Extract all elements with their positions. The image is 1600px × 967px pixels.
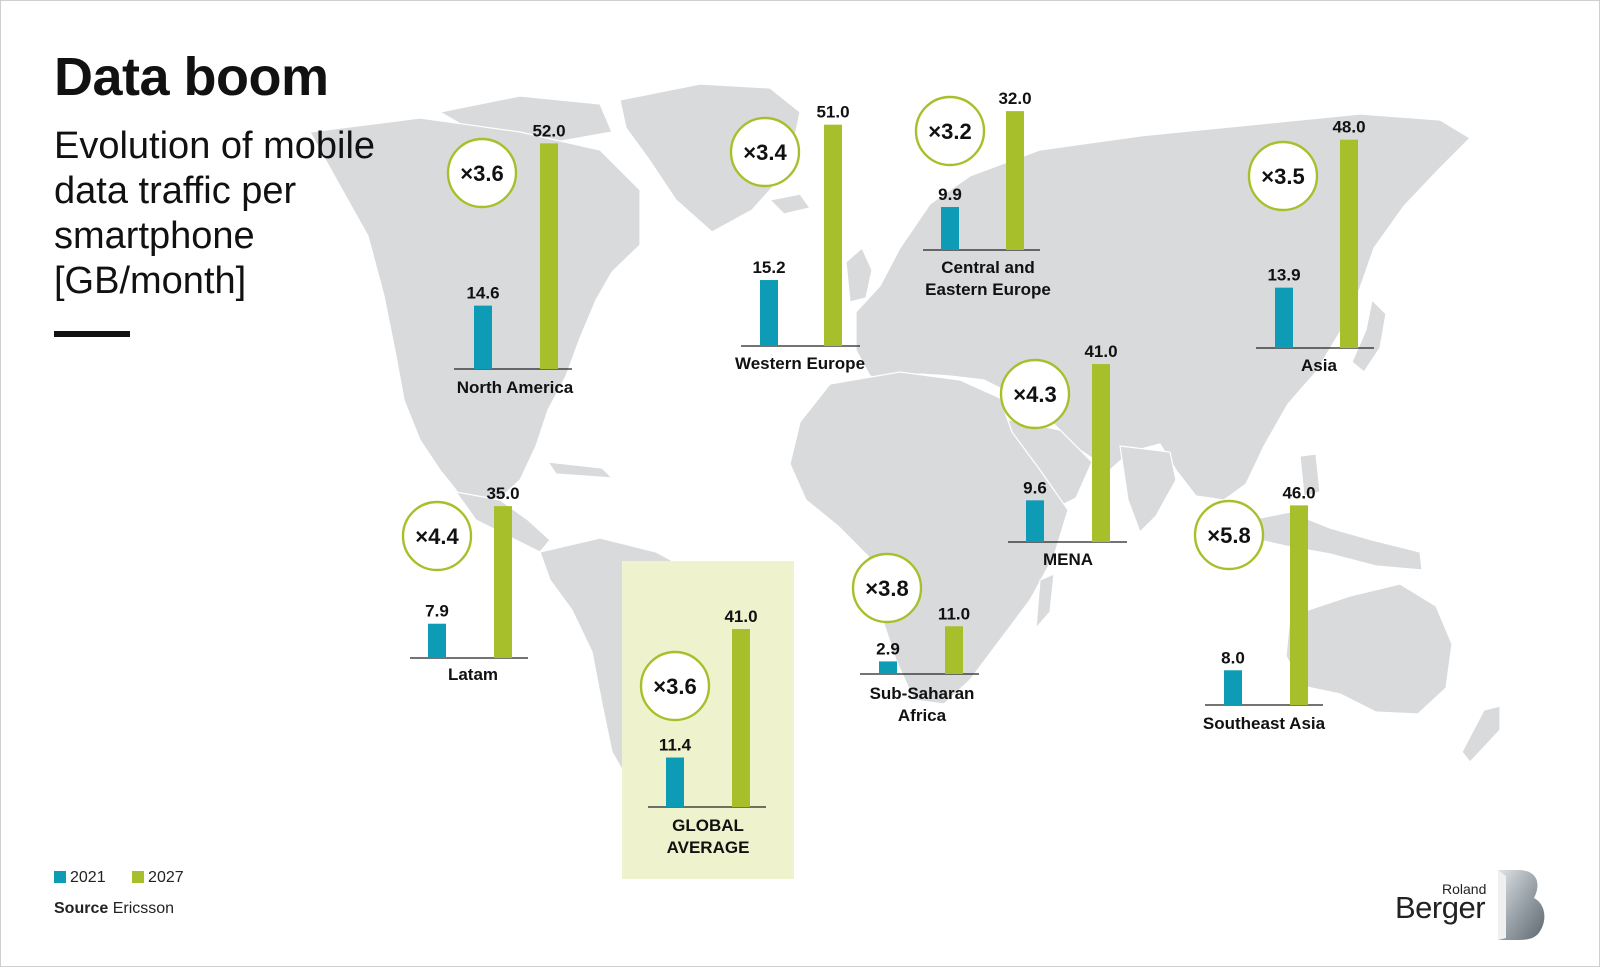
bar-2027-north-america <box>540 143 558 369</box>
bar-2021-mena <box>1026 500 1044 542</box>
value-label-2021-central-and-eastern-europe: 9.9 <box>938 185 962 204</box>
value-label-2021-global-average: 11.4 <box>659 736 692 755</box>
value-label-2027-global-average: 41.0 <box>724 607 757 626</box>
legend-item-2021: 2021 <box>54 869 106 887</box>
region-label-southeast-asia: Southeast Asia <box>1203 714 1326 733</box>
region-label-asia: Asia <box>1301 356 1337 375</box>
title-underline <box>54 331 130 337</box>
bar-2027-southeast-asia <box>1290 505 1308 705</box>
legend-label-2021: 2021 <box>70 869 106 886</box>
value-label-2027-asia: 48.0 <box>1332 118 1365 137</box>
multiplier-label-global-average: ×3.6 <box>653 674 696 699</box>
page-subtitle: Evolution of mobile data traffic per sma… <box>54 125 376 302</box>
value-label-2027-north-america: 52.0 <box>532 121 565 140</box>
multiplier-circle-latam <box>401 500 473 572</box>
region-label-latam: Latam <box>448 665 498 684</box>
philippines-shape <box>1299 453 1321 497</box>
multiplier-circle-southeast-asia <box>1193 499 1265 571</box>
region-label-western-europe: Western Europe <box>735 354 865 373</box>
value-label-2021-sub-saharan-africa: 2.9 <box>876 639 900 658</box>
bar-2027-global-average <box>732 629 750 807</box>
roland-berger-logo: Roland Berger <box>1395 868 1545 944</box>
page-title: Data boom <box>54 47 329 107</box>
value-label-2027-central-and-eastern-europe: 32.0 <box>998 89 1031 108</box>
value-label-2027-southeast-asia: 46.0 <box>1282 483 1315 502</box>
multiplier-label-sub-saharan-africa: ×3.8 <box>865 576 908 601</box>
iceland-shape <box>768 193 812 215</box>
bar-2021-western-europe <box>760 280 778 346</box>
source-note: Source Ericsson <box>54 900 174 918</box>
multiplier-circle-mena <box>999 358 1071 430</box>
value-label-2021-southeast-asia: 8.0 <box>1221 648 1245 667</box>
bar-2021-asia <box>1275 287 1293 348</box>
logo-b-mark-icon <box>1498 870 1545 940</box>
region-label-global-average-line-1: GLOBAL <box>672 816 744 835</box>
bar-2021-north-america <box>474 305 492 369</box>
caribbean-shape <box>546 461 614 479</box>
bar-2021-southeast-asia <box>1224 670 1242 705</box>
multiplier-label-north-america: ×3.6 <box>460 161 503 186</box>
southeast-asia-islands-shape <box>1249 511 1423 571</box>
multiplier-circle-central-and-eastern-europe <box>914 95 986 167</box>
value-label-2027-sub-saharan-africa: 11.0 <box>938 604 970 623</box>
region-label-central-and-eastern-europe-line-1: Central and <box>941 258 1035 277</box>
bar-2027-western-europe <box>824 124 842 346</box>
logo-roland-text: Roland <box>1442 881 1487 897</box>
bar-2027-latam <box>494 506 512 658</box>
legend: 2021 2027 <box>54 869 206 887</box>
japan-shape <box>1351 298 1387 373</box>
multiplier-label-southeast-asia: ×5.8 <box>1207 523 1250 548</box>
value-label-2021-asia: 13.9 <box>1267 266 1300 285</box>
multiplier-circle-sub-saharan-africa <box>851 552 923 624</box>
region-label-mena: MENA <box>1043 550 1093 569</box>
legend-swatch-2021 <box>54 871 66 883</box>
australia-shape <box>1285 583 1453 715</box>
global-average-highlight-box <box>622 561 794 879</box>
value-label-2027-western-europe: 51.0 <box>816 103 849 122</box>
india-shape <box>1119 445 1177 534</box>
value-label-2021-mena: 9.6 <box>1023 478 1047 497</box>
region-label-north-america: North America <box>457 378 574 397</box>
chart-marks: 14.6 52.0 ×3.6 North America 15.2 51.0 ×3.4 Wes… <box>401 89 1374 857</box>
legend-label-2027: 2027 <box>148 869 184 886</box>
value-label-2021-north-america: 14.6 <box>466 284 499 303</box>
multiplier-circle-north-america <box>446 137 518 209</box>
bar-2027-central-and-eastern-europe <box>1006 111 1024 251</box>
region-label-sub-saharan-africa-line-2: Africa <box>898 706 947 725</box>
value-label-2027-latam: 35.0 <box>486 484 519 503</box>
multiplier-circle-asia <box>1247 140 1319 212</box>
logo-berger-text: Berger <box>1395 890 1486 925</box>
value-label-2027-mena: 41.0 <box>1084 342 1117 361</box>
bar-2027-asia <box>1340 139 1358 348</box>
bar-2021-latam <box>428 623 446 658</box>
legend-item-2027: 2027 <box>132 869 184 887</box>
multiplier-label-asia: ×3.5 <box>1261 164 1304 189</box>
region-label-global-average-line-2: AVERAGE <box>667 838 750 857</box>
new-zealand-shape <box>1461 705 1501 763</box>
bar-2027-mena <box>1092 364 1110 542</box>
legend-swatch-2027 <box>132 871 145 883</box>
uk-shape <box>845 247 873 303</box>
value-label-2021-latam: 7.9 <box>425 602 449 621</box>
bar-2021-global-average <box>666 757 684 807</box>
region-label-central-and-eastern-europe-line-2: Eastern Europe <box>925 280 1051 299</box>
region-label-sub-saharan-africa-line-1: Sub-Saharan <box>870 684 975 703</box>
source-label: Source <box>54 900 109 917</box>
multiplier-label-western-europe: ×3.4 <box>743 140 787 165</box>
bar-2027-sub-saharan-africa <box>945 626 963 674</box>
multiplier-circle-western-europe <box>729 116 801 188</box>
multiplier-circle-global-average <box>639 650 711 722</box>
multiplier-label-latam: ×4.4 <box>415 524 459 549</box>
value-label-2021-western-europe: 15.2 <box>752 258 785 277</box>
bar-2021-central-and-eastern-europe <box>941 207 959 250</box>
bar-2021-sub-saharan-africa <box>879 661 897 674</box>
madagascar-shape <box>1035 573 1055 630</box>
multiplier-label-mena: ×4.3 <box>1013 382 1056 407</box>
source-text: Ericsson <box>112 900 175 917</box>
multiplier-label-central-and-eastern-europe: ×3.2 <box>928 119 971 144</box>
